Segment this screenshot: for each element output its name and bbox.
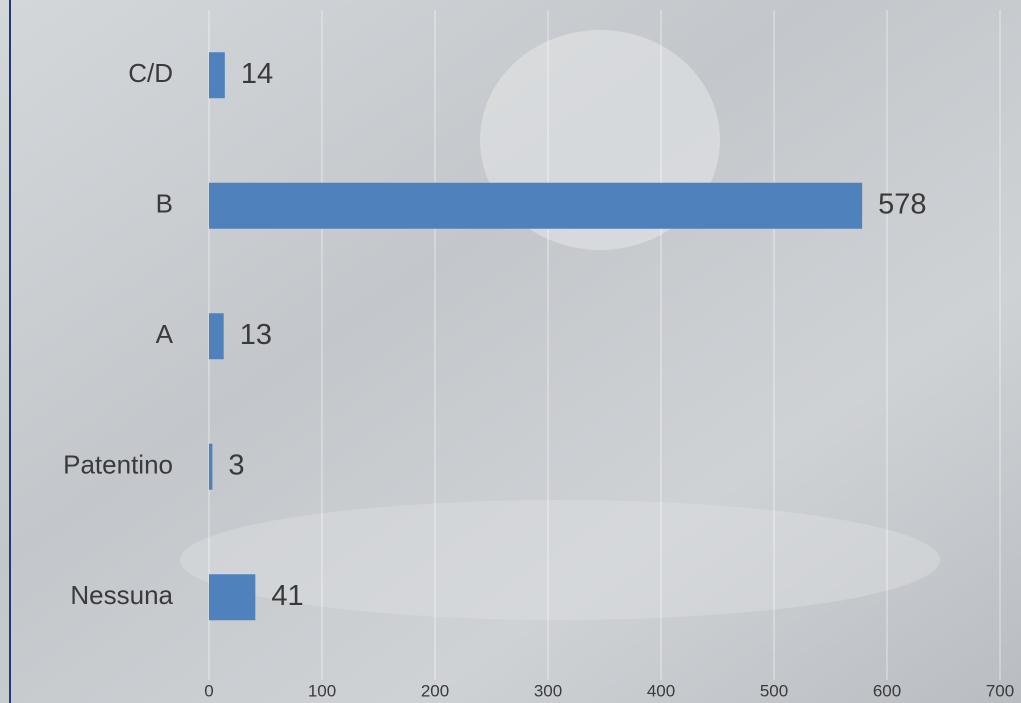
data-label: 578 bbox=[878, 188, 926, 220]
x-tick-label: 400 bbox=[647, 681, 675, 700]
x-tick-label: 600 bbox=[873, 681, 901, 700]
x-tick-label: 200 bbox=[421, 681, 449, 700]
bar bbox=[209, 182, 863, 229]
data-label: 41 bbox=[271, 580, 303, 612]
bar bbox=[209, 443, 213, 490]
y-tick-label: C/D bbox=[128, 58, 173, 88]
x-tick-label: 0 bbox=[204, 681, 213, 700]
x-tick-label: 100 bbox=[308, 681, 336, 700]
y-tick-label: B bbox=[156, 189, 173, 219]
data-label: 14 bbox=[241, 58, 273, 90]
data-label: 13 bbox=[240, 319, 272, 351]
y-tick-label: A bbox=[156, 319, 174, 349]
bar bbox=[209, 313, 224, 360]
x-tick-label: 500 bbox=[760, 681, 788, 700]
background-shape bbox=[180, 500, 940, 620]
y-tick-label: Patentino bbox=[63, 450, 173, 480]
data-label: 3 bbox=[228, 449, 244, 481]
bar bbox=[209, 574, 256, 621]
x-tick-label: 700 bbox=[986, 681, 1014, 700]
x-tick-label: 300 bbox=[534, 681, 562, 700]
y-tick-label: Nessuna bbox=[70, 580, 173, 610]
bar bbox=[209, 52, 225, 99]
